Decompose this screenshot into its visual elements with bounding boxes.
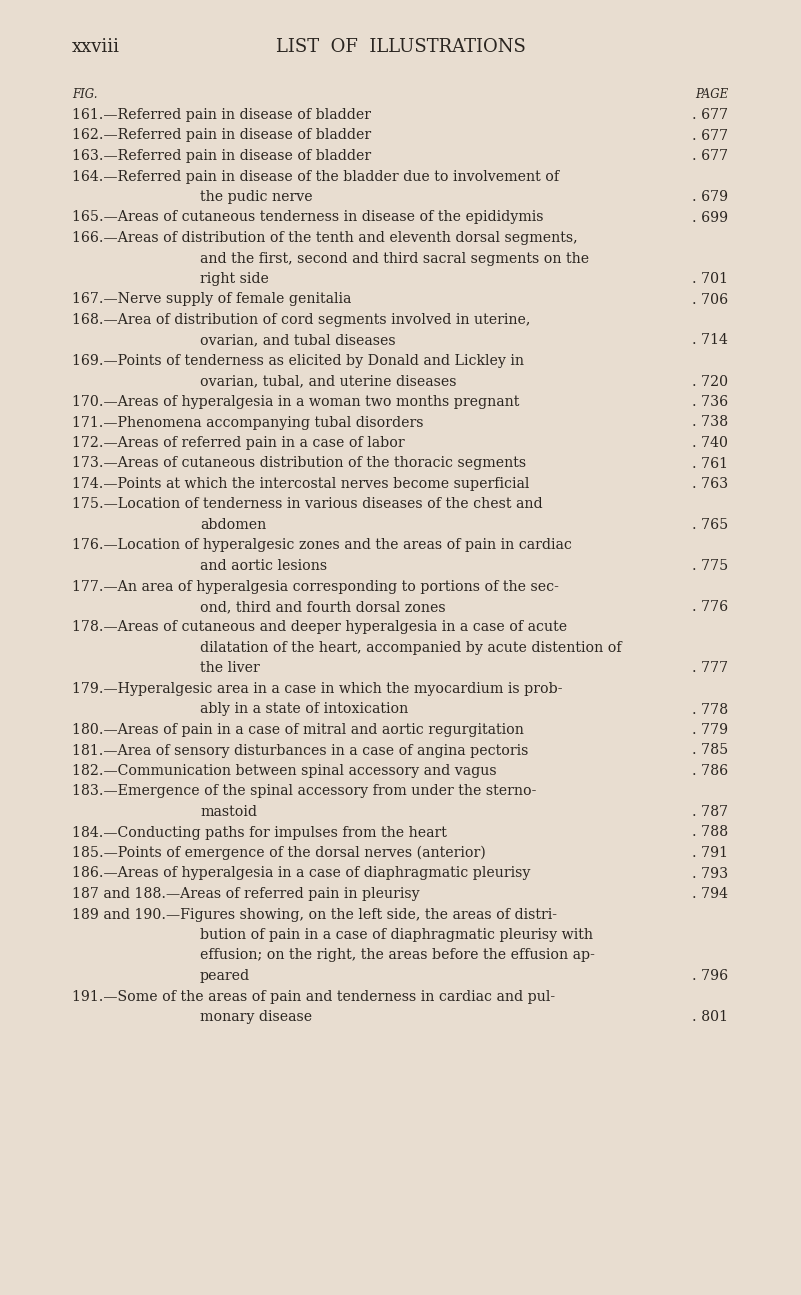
Text: . 738: . 738 [692, 416, 728, 430]
Text: . 765: . 765 [692, 518, 728, 532]
Text: and the first, second and third sacral segments on the: and the first, second and third sacral s… [200, 251, 589, 265]
Text: abdomen: abdomen [200, 518, 266, 532]
Text: . 786: . 786 [692, 764, 728, 778]
Text: . 787: . 787 [692, 805, 728, 818]
Text: 164.—Referred pain in disease of the bladder due to involvement of: 164.—Referred pain in disease of the bla… [72, 170, 559, 184]
Text: and aortic lesions: and aortic lesions [200, 559, 327, 572]
Text: 185.—Points of emergence of the dorsal nerves (anterior): 185.—Points of emergence of the dorsal n… [72, 846, 485, 860]
Text: FIG.: FIG. [72, 88, 98, 101]
Text: . 775: . 775 [692, 559, 728, 572]
Text: . 801: . 801 [692, 1010, 728, 1024]
Text: bution of pain in a case of diaphragmatic pleurisy with: bution of pain in a case of diaphragmati… [200, 929, 593, 941]
Text: 179.—Hyperalgesic area in a case in which the myocardium is prob-: 179.—Hyperalgesic area in a case in whic… [72, 682, 562, 695]
Text: . 706: . 706 [692, 293, 728, 307]
Text: . 720: . 720 [692, 374, 728, 388]
Text: . 761: . 761 [692, 457, 728, 470]
Text: . 699: . 699 [692, 211, 728, 224]
Text: 170.—Areas of hyperalgesia in a woman two months pregnant: 170.—Areas of hyperalgesia in a woman tw… [72, 395, 519, 409]
Text: . 796: . 796 [692, 969, 728, 983]
Text: . 701: . 701 [692, 272, 728, 286]
Text: 163.—Referred pain in disease of bladder: 163.—Referred pain in disease of bladder [72, 149, 371, 163]
Text: the pudic nerve: the pudic nerve [200, 190, 312, 205]
Text: 176.—Location of hyperalgesic zones and the areas of pain in cardiac: 176.—Location of hyperalgesic zones and … [72, 539, 572, 553]
Text: 165.—Areas of cutaneous tenderness in disease of the epididymis: 165.—Areas of cutaneous tenderness in di… [72, 211, 544, 224]
Text: . 778: . 778 [692, 702, 728, 716]
Text: 174.—Points at which the intercostal nerves become superficial: 174.—Points at which the intercostal ner… [72, 477, 529, 491]
Text: . 779: . 779 [692, 723, 728, 737]
Text: . 677: . 677 [692, 128, 728, 142]
Text: 162.—Referred pain in disease of bladder: 162.—Referred pain in disease of bladder [72, 128, 371, 142]
Text: ond, third and fourth dorsal zones: ond, third and fourth dorsal zones [200, 600, 445, 614]
Text: 177.—An area of hyperalgesia corresponding to portions of the sec-: 177.—An area of hyperalgesia correspondi… [72, 579, 559, 593]
Text: right side: right side [200, 272, 269, 286]
Text: 161.—Referred pain in disease of bladder: 161.—Referred pain in disease of bladder [72, 107, 371, 122]
Text: 181.—Area of sensory disturbances in a case of angina pectoris: 181.—Area of sensory disturbances in a c… [72, 743, 529, 758]
Text: 171.—Phenomena accompanying tubal disorders: 171.—Phenomena accompanying tubal disord… [72, 416, 424, 430]
Text: . 791: . 791 [692, 846, 728, 860]
Text: 169.—Points of tenderness as elicited by Donald and Lickley in: 169.—Points of tenderness as elicited by… [72, 354, 524, 368]
Text: 189 and 190.—Figures showing, on the left side, the areas of distri-: 189 and 190.—Figures showing, on the lef… [72, 908, 557, 922]
Text: . 679: . 679 [692, 190, 728, 205]
Text: . 793: . 793 [692, 866, 728, 881]
Text: 191.—Some of the areas of pain and tenderness in cardiac and pul-: 191.—Some of the areas of pain and tende… [72, 989, 555, 1004]
Text: 180.—Areas of pain in a case of mitral and aortic regurgitation: 180.—Areas of pain in a case of mitral a… [72, 723, 524, 737]
Text: . 763: . 763 [692, 477, 728, 491]
Text: . 677: . 677 [692, 149, 728, 163]
Text: . 794: . 794 [692, 887, 728, 901]
Text: . 785: . 785 [692, 743, 728, 758]
Text: . 714: . 714 [692, 334, 728, 347]
Text: dilatation of the heart, accompanied by acute distention of: dilatation of the heart, accompanied by … [200, 641, 622, 655]
Text: the liver: the liver [200, 662, 260, 676]
Text: 178.—Areas of cutaneous and deeper hyperalgesia in a case of acute: 178.—Areas of cutaneous and deeper hyper… [72, 620, 567, 635]
Text: xxviii: xxviii [72, 38, 120, 56]
Text: ovarian, tubal, and uterine diseases: ovarian, tubal, and uterine diseases [200, 374, 457, 388]
Text: 173.—Areas of cutaneous distribution of the thoracic segments: 173.—Areas of cutaneous distribution of … [72, 457, 526, 470]
Text: 186.—Areas of hyperalgesia in a case of diaphragmatic pleurisy: 186.—Areas of hyperalgesia in a case of … [72, 866, 530, 881]
Text: 187 and 188.—Areas of referred pain in pleurisy: 187 and 188.—Areas of referred pain in p… [72, 887, 420, 901]
Text: . 736: . 736 [692, 395, 728, 409]
Text: LIST  OF  ILLUSTRATIONS: LIST OF ILLUSTRATIONS [276, 38, 525, 56]
Text: . 776: . 776 [692, 600, 728, 614]
Text: peared: peared [200, 969, 250, 983]
Text: ably in a state of intoxication: ably in a state of intoxication [200, 702, 409, 716]
Text: . 677: . 677 [692, 107, 728, 122]
Text: . 740: . 740 [692, 436, 728, 449]
Text: 166.—Areas of distribution of the tenth and eleventh dorsal segments,: 166.—Areas of distribution of the tenth … [72, 231, 578, 245]
Text: monary disease: monary disease [200, 1010, 312, 1024]
Text: 167.—Nerve supply of female genitalia: 167.—Nerve supply of female genitalia [72, 293, 352, 307]
Text: . 777: . 777 [692, 662, 728, 676]
Text: effusion; on the right, the areas before the effusion ap-: effusion; on the right, the areas before… [200, 948, 595, 962]
Text: 175.—Location of tenderness in various diseases of the chest and: 175.—Location of tenderness in various d… [72, 497, 542, 512]
Text: 172.—Areas of referred pain in a case of labor: 172.—Areas of referred pain in a case of… [72, 436, 405, 449]
Text: 182.—Communication between spinal accessory and vagus: 182.—Communication between spinal access… [72, 764, 497, 778]
Text: ovarian, and tubal diseases: ovarian, and tubal diseases [200, 334, 396, 347]
Text: 183.—Emergence of the spinal accessory from under the sterno-: 183.—Emergence of the spinal accessory f… [72, 785, 537, 799]
Text: 168.—Area of distribution of cord segments involved in uterine,: 168.—Area of distribution of cord segmen… [72, 313, 530, 328]
Text: . 788: . 788 [692, 825, 728, 839]
Text: PAGE: PAGE [694, 88, 728, 101]
Text: 184.—Conducting paths for impulses from the heart: 184.—Conducting paths for impulses from … [72, 825, 447, 839]
Text: mastoid: mastoid [200, 805, 257, 818]
